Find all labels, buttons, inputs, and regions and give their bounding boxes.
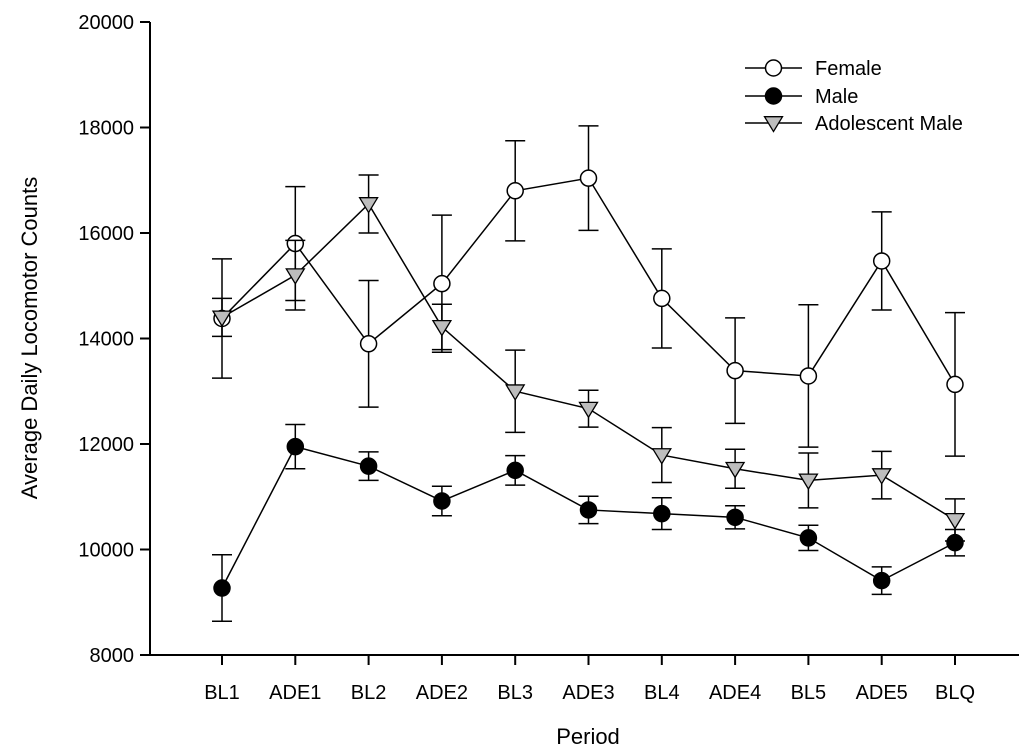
legend-marker [764, 87, 783, 105]
data-point [579, 501, 598, 519]
x-tick-label: BL5 [791, 682, 827, 704]
x-tick-label: BLQ [935, 682, 975, 704]
data-point [726, 361, 744, 380]
x-tick-label: ADE4 [709, 682, 761, 704]
data-point [872, 252, 891, 270]
data-point [285, 268, 306, 286]
y-tick-label: 14000 [78, 329, 134, 351]
data-point [871, 468, 892, 485]
x-tick-label: ADE5 [856, 682, 908, 704]
data-point [359, 335, 378, 353]
series-female [212, 125, 965, 457]
y-tick-label: 16000 [78, 223, 134, 245]
y-axis-title: Average Daily Locomotor Counts [17, 177, 42, 499]
data-point [358, 197, 379, 214]
series-male [212, 423, 965, 622]
x-tick-label: BL3 [497, 682, 533, 704]
data-point [506, 461, 524, 480]
data-point [653, 289, 671, 308]
data-point [433, 492, 451, 510]
legend-marker [764, 59, 783, 77]
data-point [724, 461, 746, 479]
data-point [651, 448, 672, 465]
data-point [653, 504, 671, 523]
x-tick-label: BL4 [644, 682, 680, 704]
legend-marker [763, 116, 784, 133]
x-tick-label: BL1 [204, 682, 240, 704]
legend: Female Male Adolescent Male [745, 58, 963, 135]
y-tick-label: 12000 [78, 434, 134, 456]
x-tick-label: ADE2 [416, 682, 468, 704]
x-axis-ticks: BL1 ADE1 BL2 ADE2 BL3 ADE3 BL4 ADE4 BL5 ADE5 BLQ [204, 655, 975, 704]
data-point [359, 457, 378, 475]
data-point [506, 182, 524, 200]
data-point [578, 401, 599, 419]
data-point [431, 319, 453, 337]
data-point [799, 367, 818, 385]
legend-label: Adolescent Male [815, 113, 963, 135]
data-point [798, 473, 819, 491]
legend-label: Female [815, 58, 882, 80]
data-point [944, 513, 966, 530]
y-tick-label: 8000 [90, 645, 135, 667]
data-point [799, 529, 818, 547]
data-point [505, 384, 526, 402]
data-point [433, 274, 451, 293]
series-line [221, 202, 956, 521]
y-tick-label: 18000 [78, 118, 134, 140]
y-tick-label: 10000 [78, 540, 134, 562]
x-tick-label: BL2 [351, 682, 387, 704]
data-point [213, 579, 231, 597]
data-point [872, 571, 891, 590]
data-point [726, 508, 744, 527]
data-point [579, 169, 598, 187]
data-point [286, 437, 305, 456]
y-tick-label: 20000 [78, 12, 134, 34]
x-tick-label: ADE1 [269, 682, 321, 704]
legend-label: Male [815, 86, 858, 108]
x-axis-title: Period [556, 724, 620, 748]
data-point [211, 310, 233, 328]
series-layer [211, 125, 966, 622]
data-point [946, 375, 964, 394]
y-axis-ticks: 8000 10000 12000 14000 16000 18000 20000 [78, 12, 150, 667]
x-tick-label: ADE3 [562, 682, 614, 704]
series-adolescent-male [211, 174, 966, 542]
